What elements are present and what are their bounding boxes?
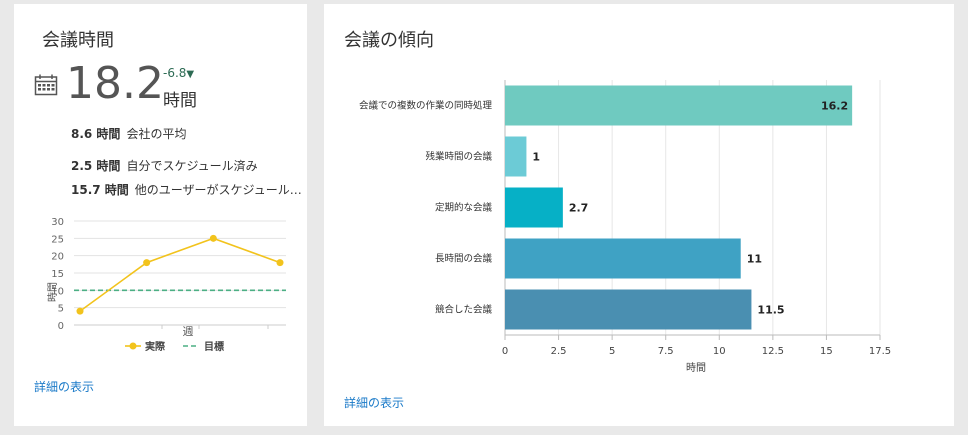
- stat-label: 会社の平均: [126, 127, 187, 141]
- category-label: 長時間の会議: [435, 253, 493, 265]
- legend-actual-marker: [129, 342, 137, 350]
- x-tick-label: 7.5: [658, 346, 674, 357]
- meeting-trends-card: 会議の傾向 0 2.5 5 7.5 10 12.5 15 17.5 会議での複数の作業の同時処理…: [324, 4, 954, 426]
- category-label: 競合した会議: [435, 304, 493, 316]
- data-label: 2.7: [569, 202, 589, 215]
- y-tick-label: 5: [58, 304, 64, 315]
- x-axis-label: 週: [183, 325, 194, 338]
- company-average-stat: 8.6 時間 会社の平均: [71, 125, 186, 142]
- series-line-actual: [79, 237, 281, 312]
- stat-value: 15.7 時間: [71, 183, 129, 197]
- data-point: [276, 259, 284, 267]
- meeting-trends-title: 会議の傾向: [344, 30, 434, 51]
- x-tick-label: 15: [820, 346, 833, 357]
- meeting-hours-card: 会議時間 18.2 -6.8▼ 時間 8.6 時間 会社の平均 2.5 時間 自分で…: [14, 4, 307, 426]
- data-point: [209, 234, 217, 242]
- others-scheduled-stat: 15.7 時間 他のユーザーがスケジュール…: [71, 181, 302, 198]
- view-details-link[interactable]: 詳細の表示: [344, 396, 405, 410]
- stat-label: 自分でスケジュール済み: [126, 159, 258, 173]
- data-label: 11: [747, 253, 762, 266]
- y-tick-label: 30: [51, 217, 64, 228]
- total-meeting-hours: 18.2: [66, 58, 164, 109]
- bar: [505, 187, 563, 228]
- x-tick-label: 12.5: [762, 346, 784, 357]
- delta-badge: -6.8▼: [163, 66, 194, 80]
- y-tick-label: 0: [58, 321, 64, 332]
- calendar-icon: [34, 74, 58, 96]
- bar: [505, 136, 527, 177]
- legend-actual-label: 実際: [145, 340, 165, 353]
- x-axis-label: 時間: [686, 362, 706, 374]
- stat-label: 他のユーザーがスケジュール…: [134, 183, 302, 197]
- data-label: 16.2: [821, 100, 848, 113]
- hours-unit-label: 時間: [163, 91, 197, 111]
- data-label: 11.5: [757, 304, 784, 317]
- category-label: 会議での複数の作業の同時処理: [359, 100, 493, 112]
- legend-target-label: 目標: [204, 340, 224, 353]
- stat-value: 8.6 時間: [71, 127, 121, 141]
- data-label: 1: [532, 151, 540, 164]
- bar: [505, 238, 741, 279]
- bar: [505, 289, 752, 330]
- x-tick-label: 10: [713, 346, 726, 357]
- x-tick-label: 17.5: [869, 346, 891, 357]
- meeting-trends-bar-chart: 0 2.5 5 7.5 10 12.5 15 17.5 会議での複数の作業の同時処理 16.2 残業…: [359, 80, 891, 374]
- data-point: [76, 307, 84, 315]
- x-tick-label: 0: [502, 346, 508, 357]
- y-tick-label: 15: [51, 269, 64, 280]
- category-label: 残業時間の会議: [425, 151, 492, 163]
- y-tick-label: 10: [51, 286, 64, 297]
- self-scheduled-stat: 2.5 時間 自分でスケジュール済み: [71, 157, 258, 174]
- delta-value: -6.8: [163, 66, 187, 80]
- view-details-link[interactable]: 詳細の表示: [34, 380, 95, 394]
- data-point: [143, 259, 151, 267]
- category-label: 定期的な会議: [435, 202, 493, 214]
- bar: [505, 85, 853, 126]
- stat-value: 2.5 時間: [71, 159, 121, 173]
- y-axis-label: 時間: [47, 282, 59, 302]
- meeting-hours-title: 会議時間: [42, 30, 114, 51]
- y-tick-label: 20: [51, 252, 64, 263]
- down-arrow-icon: ▼: [186, 69, 195, 80]
- x-tick-label: 2.5: [551, 346, 567, 357]
- x-tick-label: 5: [609, 346, 615, 357]
- y-tick-label: 25: [51, 234, 64, 245]
